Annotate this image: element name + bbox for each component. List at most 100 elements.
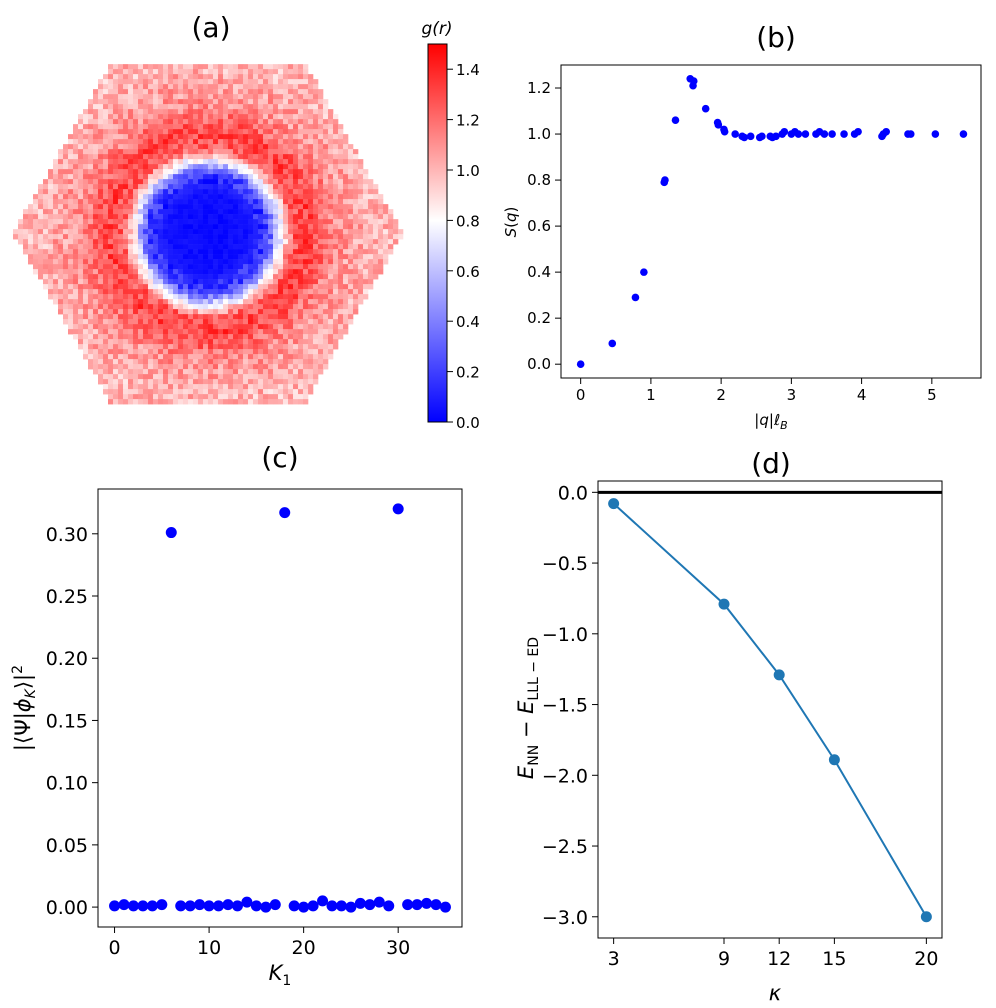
overlap-point bbox=[392, 503, 404, 515]
panel-d-ytick-label: 0.0 bbox=[558, 482, 588, 504]
heatmap-cell bbox=[273, 104, 279, 110]
heatmap-cell bbox=[298, 214, 304, 220]
heatmap-cell bbox=[68, 184, 74, 190]
heatmap-cell bbox=[308, 214, 314, 220]
heatmap-cell bbox=[108, 284, 114, 290]
heatmap-cell bbox=[53, 194, 59, 200]
heatmap-cell bbox=[183, 279, 189, 285]
heatmap-cell bbox=[333, 264, 339, 270]
heatmap-cell bbox=[63, 309, 69, 315]
heatmap-cell bbox=[233, 379, 239, 385]
heatmap-cell bbox=[183, 379, 189, 385]
heatmap-cell bbox=[63, 224, 69, 230]
heatmap-cell bbox=[123, 119, 129, 125]
heatmap-cell bbox=[198, 304, 204, 310]
heatmap-cell bbox=[133, 134, 139, 140]
heatmap-cell bbox=[338, 144, 344, 150]
heatmap-cell bbox=[278, 294, 284, 300]
overlap-point bbox=[250, 900, 262, 912]
heatmap-cell bbox=[163, 154, 169, 160]
heatmap-cell bbox=[118, 314, 124, 320]
heatmap-cell bbox=[353, 214, 359, 220]
heatmap-cell bbox=[313, 114, 319, 120]
heatmap-cell bbox=[333, 209, 339, 215]
heatmap-cell bbox=[178, 249, 184, 255]
heatmap-cell bbox=[273, 149, 279, 155]
heatmap-cell bbox=[348, 174, 354, 180]
heatmap-cell bbox=[73, 199, 79, 205]
heatmap-cell bbox=[113, 314, 119, 320]
heatmap-cell bbox=[288, 364, 294, 370]
heatmap-cell bbox=[103, 354, 109, 360]
heatmap-cell bbox=[188, 259, 194, 265]
heatmap-cell bbox=[283, 384, 289, 390]
heatmap-cell bbox=[143, 99, 149, 105]
heatmap-cell bbox=[53, 259, 59, 265]
panel-b-xlabel: |q|ℓB bbox=[754, 411, 787, 432]
heatmap-cell bbox=[223, 144, 229, 150]
heatmap-cell bbox=[353, 224, 359, 230]
heatmap-cell bbox=[198, 339, 204, 345]
heatmap-cell bbox=[208, 139, 214, 145]
heatmap-cell bbox=[293, 149, 299, 155]
heatmap-cell bbox=[113, 399, 119, 405]
heatmap-cell bbox=[278, 189, 284, 195]
heatmap-cell bbox=[253, 314, 259, 320]
heatmap-cell bbox=[318, 344, 324, 350]
heatmap-cell bbox=[128, 379, 134, 385]
heatmap-cell bbox=[353, 169, 359, 175]
heatmap-cell bbox=[223, 349, 229, 355]
heatmap-cell bbox=[103, 389, 109, 395]
heatmap-cell bbox=[138, 104, 144, 110]
heatmap-cell bbox=[103, 254, 109, 260]
overlap-point bbox=[127, 900, 139, 912]
heatmap-cell bbox=[338, 314, 344, 320]
heatmap-cell bbox=[133, 209, 139, 215]
heatmap-cell bbox=[83, 109, 89, 115]
heatmap-cell bbox=[223, 179, 229, 185]
heatmap-cell bbox=[148, 284, 154, 290]
heatmap-cell bbox=[173, 284, 179, 290]
heatmap-cell bbox=[148, 339, 154, 345]
heatmap-cell bbox=[193, 219, 199, 225]
heatmap-cell bbox=[263, 229, 269, 235]
heatmap-cell bbox=[353, 209, 359, 215]
heatmap-cell bbox=[313, 349, 319, 355]
heatmap-cell bbox=[208, 374, 214, 380]
heatmap-cell bbox=[328, 149, 334, 155]
heatmap-cell bbox=[263, 184, 269, 190]
heatmap-cell bbox=[203, 344, 209, 350]
heatmap-cell bbox=[208, 324, 214, 330]
heatmap-cell bbox=[108, 159, 114, 165]
heatmap-cell bbox=[98, 304, 104, 310]
heatmap-cell bbox=[123, 359, 129, 365]
heatmap-cell bbox=[188, 214, 194, 220]
heatmap-cell bbox=[318, 214, 324, 220]
heatmap-cell bbox=[373, 249, 379, 255]
heatmap-cell bbox=[138, 124, 144, 130]
heatmap-cell bbox=[158, 259, 164, 265]
heatmap-cell bbox=[223, 224, 229, 230]
heatmap-cell bbox=[183, 99, 189, 105]
heatmap-cell bbox=[243, 84, 249, 90]
heatmap-cell bbox=[263, 369, 269, 375]
heatmap-cell bbox=[138, 309, 144, 315]
heatmap-cell bbox=[303, 219, 309, 225]
heatmap-cell bbox=[193, 259, 199, 265]
heatmap-cell bbox=[118, 309, 124, 315]
sq-point bbox=[740, 133, 749, 142]
heatmap-cell bbox=[178, 264, 184, 270]
heatmap-cell bbox=[323, 349, 329, 355]
heatmap-cell bbox=[313, 294, 319, 300]
heatmap-cell bbox=[233, 324, 239, 330]
heatmap-cell bbox=[138, 174, 144, 180]
heatmap-cell bbox=[183, 204, 189, 210]
heatmap-cell bbox=[163, 299, 169, 305]
heatmap-cell bbox=[323, 319, 329, 325]
heatmap-cell bbox=[258, 109, 264, 115]
heatmap-cell bbox=[93, 204, 99, 210]
heatmap-cell bbox=[78, 329, 84, 335]
heatmap-cell bbox=[213, 159, 219, 165]
heatmap-cell bbox=[98, 279, 104, 285]
heatmap-cell bbox=[153, 244, 159, 250]
